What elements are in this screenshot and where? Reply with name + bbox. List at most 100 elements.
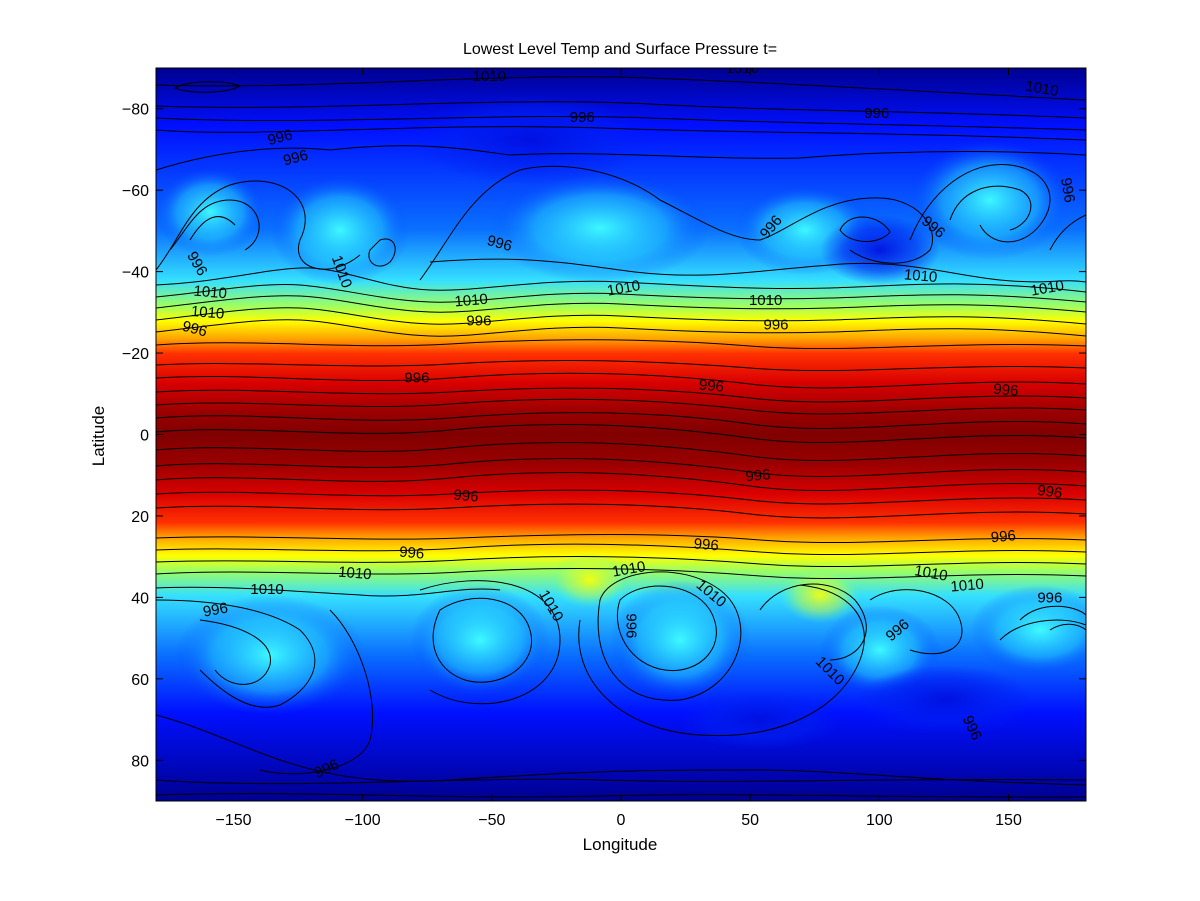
contour-line <box>156 441 1086 461</box>
eddy-shading <box>855 665 1035 735</box>
contour-label: 996 <box>570 109 595 126</box>
contour-line <box>759 583 867 661</box>
eddy-shading <box>780 567 860 623</box>
contour-line <box>156 457 1086 477</box>
contour-line <box>156 387 1086 403</box>
contour-label: 1010 <box>1024 78 1060 101</box>
contour-label: 996 <box>1037 589 1062 606</box>
contour-label: 996 <box>466 312 491 329</box>
contour-label: 1010 <box>193 283 228 303</box>
contour-label: 996 <box>698 377 724 396</box>
x-tick-label: −150 <box>215 812 251 829</box>
contour-line <box>429 258 1086 283</box>
contour-label: 1010 <box>950 576 985 596</box>
contour-line <box>156 126 1086 141</box>
contour-line <box>999 619 1086 641</box>
contour-line <box>869 589 963 655</box>
contour-line <box>199 619 271 685</box>
eddy-shading <box>410 585 550 695</box>
contour-line <box>419 165 933 281</box>
y-tick-label: 80 <box>131 753 149 770</box>
contour-line <box>616 585 717 672</box>
contour-line <box>597 571 742 701</box>
x-tick-label: −50 <box>478 812 505 829</box>
y-tick-label: 20 <box>131 509 149 526</box>
chart-title: Lowest Level Temp and Surface Pressure t… <box>463 41 777 58</box>
x-axis-ticks: −150 −100 −50 0 50 100 150 <box>215 68 1022 829</box>
contour-line <box>156 599 316 708</box>
contour-label: 996 <box>693 535 719 554</box>
contour-label: 996 <box>1036 482 1063 502</box>
contour-label: 996 <box>202 600 230 621</box>
contour-line <box>156 503 1086 519</box>
contour-line <box>156 101 1086 119</box>
eddy-shading <box>410 95 650 185</box>
contour-line <box>156 372 1086 389</box>
contour-line <box>156 586 501 597</box>
contour-line <box>839 216 891 242</box>
eddy-shading <box>610 580 750 700</box>
contour-line <box>156 714 1086 786</box>
eddy-shading <box>490 173 710 283</box>
x-tick-label: 50 <box>741 812 759 829</box>
contour-label: 996 <box>745 466 771 485</box>
eddy-shading <box>970 585 1086 675</box>
x-tick-label: −100 <box>345 812 381 829</box>
contour-line <box>156 283 1086 303</box>
contour-line <box>432 597 533 683</box>
contour-label: 1010 <box>250 581 283 598</box>
y-tick-label: −60 <box>122 183 149 200</box>
contour-line <box>156 267 1086 293</box>
contour-line <box>156 145 1086 171</box>
contour-label: 1010 <box>338 564 373 584</box>
contour-line <box>156 534 1086 544</box>
contour-line <box>156 793 1086 798</box>
contour-line <box>156 339 1086 350</box>
contour-line <box>949 185 1032 231</box>
contour-label: 1010 <box>611 558 647 581</box>
contour-line <box>156 115 1086 131</box>
x-tick-label: 150 <box>995 812 1022 829</box>
contour-label: 996 <box>864 105 889 122</box>
contour-label: 996 <box>622 613 639 638</box>
contour-line <box>156 307 1086 325</box>
contour-line <box>189 216 236 241</box>
contour-line <box>259 609 374 775</box>
contour-line <box>156 295 1086 313</box>
contour-line <box>578 584 865 737</box>
contour-label: 1010 <box>726 60 759 77</box>
x-tick-label: 0 <box>617 812 626 829</box>
contour-label: 1010 <box>473 68 506 85</box>
contour-line <box>1049 214 1086 251</box>
contour-label: 1010 <box>190 303 225 323</box>
eddy-shading <box>820 215 940 285</box>
contour-line <box>156 360 1086 372</box>
contour-label: 1010 <box>454 291 489 311</box>
contour-label: 996 <box>398 544 424 563</box>
y-tick-label: 0 <box>140 428 149 445</box>
contour-label: 1010 <box>749 292 782 309</box>
eddy-shading <box>270 175 410 285</box>
y-tick-label: 60 <box>131 672 149 689</box>
contour-label: 1010 <box>903 266 938 286</box>
x-axis-label: Longitude <box>583 835 658 854</box>
contour-line <box>156 556 1086 568</box>
contour-label: 996 <box>404 369 429 386</box>
pressure-contours <box>156 76 1086 798</box>
contour-line <box>156 319 1086 337</box>
eddy-shading <box>156 167 265 257</box>
y-tick-label: −40 <box>122 265 149 282</box>
y-axis-ticks: −80 −60 −40 −20 0 20 40 60 80 <box>122 102 1086 770</box>
contour-line <box>156 180 361 271</box>
contour-line <box>156 489 1086 505</box>
y-tick-label: −20 <box>122 346 149 363</box>
contour-line <box>368 238 396 267</box>
eddy-shading <box>680 690 840 750</box>
contour-label: 996 <box>485 232 514 255</box>
eddy-shading <box>550 552 630 608</box>
contour-line <box>156 423 1086 443</box>
contour-line <box>419 580 561 705</box>
contour-line <box>156 543 1086 556</box>
contour-label: 996 <box>180 318 209 341</box>
